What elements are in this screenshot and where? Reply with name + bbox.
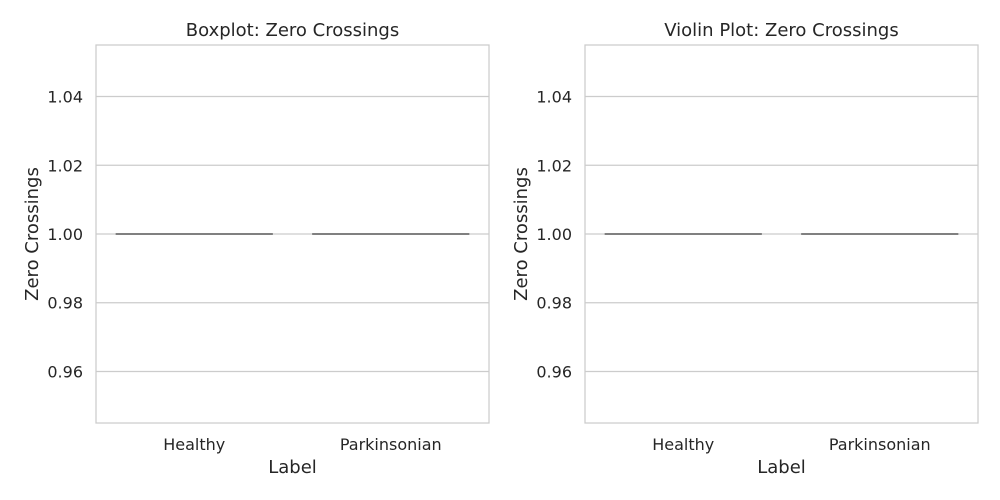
x-axis-label: Label: [268, 457, 317, 478]
chart-panel-1: 0.96 0.98 1.00 1.02 1.04 Healthy Parkinsonian B…: [22, 20, 489, 478]
y-tick-label: 1.04: [47, 88, 83, 107]
y-tick-label: 1.02: [536, 156, 572, 175]
y-tick-label: 0.96: [536, 362, 572, 381]
x-tick-label: Parkinsonian: [829, 435, 931, 454]
y-axis-label: Zero Crossings: [511, 167, 532, 301]
y-tick-label: 0.96: [47, 362, 83, 381]
chart-title: Violin Plot: Zero Crossings: [664, 20, 898, 41]
chart-title: Boxplot: Zero Crossings: [186, 20, 399, 41]
y-axis-label: Zero Crossings: [22, 167, 43, 301]
chart-panel-2: 0.96 0.98 1.00 1.02 1.04 Healthy Parkinsonian V…: [511, 20, 978, 478]
y-tick-label: 1.04: [536, 88, 572, 107]
y-tick-label: 0.98: [47, 294, 83, 313]
x-tick-label: Healthy: [163, 435, 225, 454]
x-axis-label: Label: [757, 457, 806, 478]
x-tick-label: Healthy: [652, 435, 714, 454]
y-tick-label: 1.00: [47, 225, 83, 244]
y-tick-label: 0.98: [536, 294, 572, 313]
x-tick-label: Parkinsonian: [340, 435, 442, 454]
y-tick-label: 1.02: [47, 156, 83, 175]
y-tick-label: 1.00: [536, 225, 572, 244]
